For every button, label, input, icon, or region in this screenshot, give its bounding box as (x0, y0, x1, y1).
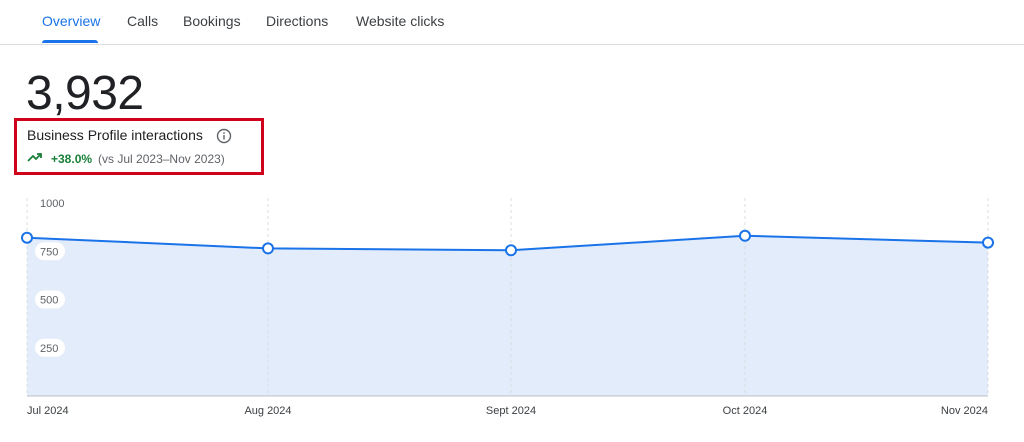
trend-change-value: +38.0% (51, 151, 93, 166)
y-tick-bg-1 (35, 242, 65, 261)
data-point (982, 236, 994, 249)
area-fill (27, 235, 988, 396)
interactions-chart: 1000 750 500 250 Jul 2024 Aug 2024 Sept 2024 Oc… (21, 194, 994, 417)
tab-website-clicks[interactable]: Website clicks (356, 13, 445, 29)
x-tick-label: Nov 2024 (941, 405, 988, 417)
data-point (262, 242, 274, 255)
tab-bookings[interactable]: Bookings (183, 13, 241, 29)
y-tick-label: 1000 (40, 198, 64, 210)
metric-label: Business Profile interactions (27, 127, 203, 143)
y-tick-label: 750 (40, 246, 58, 258)
x-tick-label: Oct 2024 (723, 405, 768, 417)
trend-row: +38.0% (vs Jul 2023–Nov 2023) (27, 151, 225, 166)
data-point (505, 244, 517, 257)
trending-up-icon (27, 151, 43, 166)
tab-directions[interactable]: Directions (266, 13, 329, 29)
y-tick-label: 500 (40, 295, 58, 307)
tab-calls[interactable]: Calls (127, 13, 159, 29)
data-point (739, 229, 751, 242)
x-tick-label: Aug 2024 (244, 405, 291, 417)
x-tick-label: Sept 2024 (486, 405, 536, 417)
y-tick-bg-2 (35, 290, 65, 309)
data-point (21, 231, 33, 244)
tab-overview[interactable]: Overview (42, 13, 101, 29)
tab-bar: Overview Calls Bookings Directions Websi… (0, 0, 1024, 45)
highlight-annotation-box (14, 118, 264, 175)
x-tick-label: Jul 2024 (27, 405, 69, 417)
y-tick-bg-3 (35, 338, 65, 357)
y-tick-bg-0 (35, 194, 65, 212)
y-tick-label: 250 (40, 343, 58, 355)
active-tab-indicator (42, 40, 98, 43)
total-interactions-value: 3,932 (26, 67, 144, 120)
info-icon[interactable] (216, 128, 232, 149)
trend-comparison-text: (vs Jul 2023–Nov 2023) (98, 151, 225, 166)
